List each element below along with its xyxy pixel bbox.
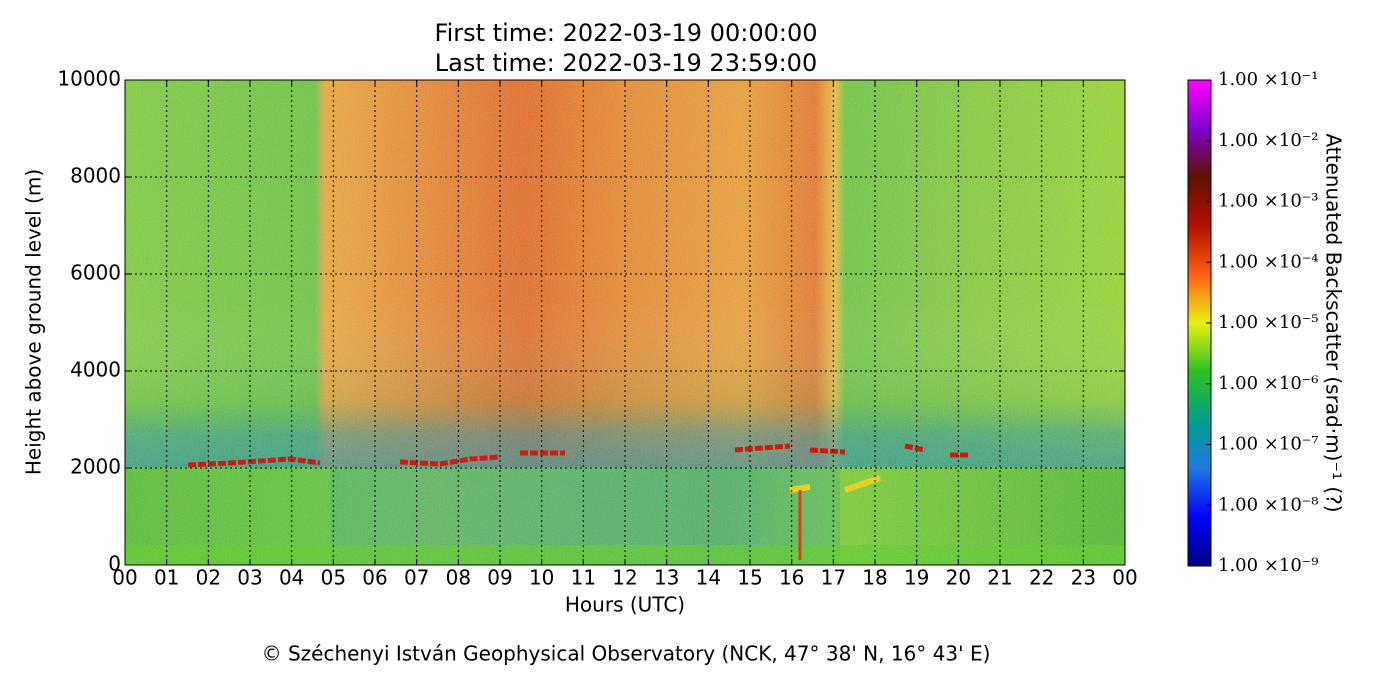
colorbar-tick-label: 1.00 ×10⁻¹ [1218, 69, 1319, 90]
backscatter-field [125, 80, 1125, 565]
x-tick-label: 02 [196, 566, 221, 590]
x-tick-label: 16 [779, 566, 804, 590]
x-tick-label: 19 [904, 566, 929, 590]
x-axis-label: Hours (UTC) [565, 593, 685, 617]
x-tick-label: 21 [987, 566, 1012, 590]
colorbar-label: Attenuated Backscatter (srad·m)⁻¹ (?) [1322, 133, 1346, 512]
x-tick-label: 00 [1112, 566, 1137, 590]
colorbar-tick-label: 1.00 ×10⁻⁷ [1218, 434, 1319, 455]
x-tick-label: 11 [571, 566, 596, 590]
colorbar-tick-label: 1.00 ×10⁻⁸ [1218, 494, 1319, 515]
x-tick-label: 09 [487, 566, 512, 590]
x-tick-label: 03 [237, 566, 262, 590]
x-tick-label: 06 [362, 566, 387, 590]
colorbar-tick-label: 1.00 ×10⁻⁴ [1218, 251, 1319, 272]
y-tick-label: 0 [108, 552, 121, 576]
x-tick-label: 12 [612, 566, 637, 590]
x-tick-label: 08 [446, 566, 471, 590]
x-tick-label: 18 [862, 566, 887, 590]
x-tick-label: 01 [154, 566, 179, 590]
y-tick-label: 2000 [70, 455, 121, 479]
y-tick-label: 8000 [70, 164, 121, 188]
x-tick-label: 17 [821, 566, 846, 590]
title-line: First time: 2022-03-19 00:00:00 [435, 19, 818, 47]
y-tick-label: 10000 [57, 67, 121, 91]
footer: © Széchenyi István Geophysical Observato… [262, 642, 991, 666]
x-tick-label: 10 [529, 566, 554, 590]
y-axis-label: Height above ground level (m) [22, 169, 46, 475]
y-tick-label: 6000 [70, 261, 121, 285]
colorbar-tick-label: 1.00 ×10⁻⁶ [1218, 373, 1319, 394]
colorbar-tick-label: 1.00 ×10⁻⁹ [1218, 555, 1319, 576]
x-tick-label: 15 [737, 566, 762, 590]
x-tick-label: 13 [654, 566, 679, 590]
x-tick-label: 07 [404, 566, 429, 590]
y-tick-label: 4000 [70, 358, 121, 382]
x-tick-label: 22 [1029, 566, 1054, 590]
x-tick-label: 20 [946, 566, 971, 590]
colorbar-tick-label: 1.00 ×10⁻³ [1218, 191, 1319, 212]
colorbar-tick-label: 1.00 ×10⁻² [1218, 130, 1319, 151]
x-tick-label: 00 [112, 566, 137, 590]
title-line: Last time: 2022-03-19 23:59:00 [435, 49, 817, 77]
x-tick-label: 04 [279, 566, 304, 590]
x-tick-label: 14 [696, 566, 721, 590]
colorbar-tick-label: 1.00 ×10⁻⁵ [1218, 312, 1319, 333]
x-tick-label: 05 [321, 566, 346, 590]
x-tick-label: 23 [1071, 566, 1096, 590]
